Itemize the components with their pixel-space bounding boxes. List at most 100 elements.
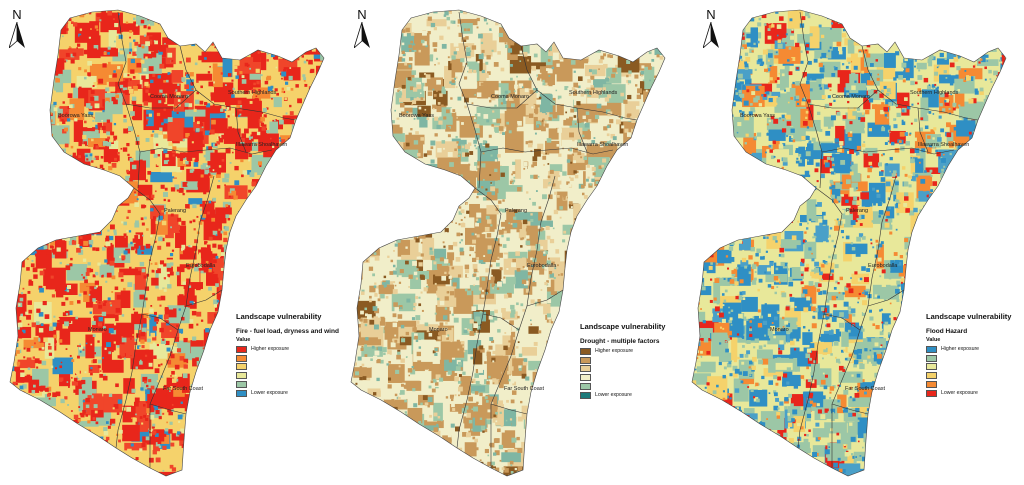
- legend-swatch: [926, 381, 937, 389]
- district-boundary: [490, 175, 556, 468]
- legend-swatch-row: [926, 380, 1011, 389]
- region-label: Eurobodalla: [527, 263, 557, 269]
- raster-layer: [692, 10, 1006, 476]
- region-label: Cooma Monaro: [832, 94, 870, 100]
- region-label: Illawarra Shoalhaven: [577, 142, 628, 148]
- legend-swatch: [580, 383, 591, 391]
- district-boundary: [490, 403, 528, 415]
- legend-subtitle: Flood Hazard: [926, 328, 968, 335]
- legend-swatch: [926, 372, 937, 380]
- legend-title: Landscape vulnerability: [926, 312, 1012, 321]
- legend-swatch: [580, 391, 591, 399]
- district-boundary: [141, 313, 179, 331]
- region-label: Monaro: [770, 327, 789, 333]
- district-boundary: [867, 289, 905, 307]
- drought-legend: Landscape vulnerability Drought - multip…: [580, 322, 665, 400]
- legend-swatch-row: [236, 380, 339, 389]
- legend-title: Landscape vulnerability: [580, 322, 666, 331]
- legend-swatch-row: Lower exposure: [580, 391, 665, 400]
- fire-map-panel: Boorowa Yass Cooma Monaro Southern Highlan…: [0, 0, 341, 485]
- region-label: Palerang: [846, 208, 868, 214]
- region-label: Cooma Monaro: [150, 94, 188, 100]
- north-arrow-icon: [702, 21, 719, 50]
- district-boundary: [482, 313, 520, 331]
- legend-swatch-row: [580, 365, 665, 374]
- legend-title: Landscape vulnerability: [236, 312, 322, 321]
- legend-swatch-row: Higher exposure: [926, 345, 1011, 354]
- region-label: Far South Coast: [163, 386, 204, 392]
- district-boundary: [520, 45, 638, 121]
- district-boundary: [179, 45, 297, 121]
- legend-swatch: [236, 372, 247, 380]
- district-boundary: [115, 187, 161, 449]
- district-boundary: [821, 147, 955, 155]
- legend-swatch: [580, 374, 591, 382]
- district-boundary: [149, 403, 187, 415]
- north-arrow-icon: [353, 21, 370, 50]
- legend-swatch-row: [580, 373, 665, 382]
- district-boundary: [861, 45, 979, 121]
- district-boundary: [831, 175, 897, 468]
- legend-swatch-row: [926, 363, 1011, 372]
- legend-subtitle: Fire - fuel load, dryness and wind: [236, 328, 339, 335]
- district-boundary: [117, 11, 141, 189]
- region-label: Boorowa Yass: [740, 113, 775, 119]
- region-label: Southern Highlands: [228, 90, 277, 96]
- district-boundary: [458, 11, 482, 189]
- district-boundary: [466, 89, 538, 109]
- legend-swatch: [580, 356, 591, 364]
- legend-swatch: [236, 354, 247, 362]
- north-arrow: N: [699, 8, 723, 53]
- district-boundary: [823, 313, 861, 331]
- district-boundary: [149, 175, 215, 468]
- drought-map: Boorowa Yass Cooma Monaro Southern Highlan…: [350, 9, 666, 477]
- legend-swatch: [236, 345, 247, 353]
- legend-swatch-row: Higher exposure: [236, 345, 339, 354]
- region-label: Monaro: [429, 327, 448, 333]
- region-label: Southern Highlands: [910, 90, 959, 96]
- district-boundary: [125, 89, 197, 109]
- district-boundary: [797, 187, 843, 449]
- district-boundary: [480, 147, 614, 155]
- legend-swatch: [926, 363, 937, 371]
- legend-swatch-row: Lower exposure: [926, 389, 1011, 398]
- legend-subtitle: Drought - multiple factors: [580, 338, 660, 345]
- north-label: N: [706, 7, 716, 22]
- legend-swatch-label: Higher exposure: [941, 346, 980, 353]
- region-outline: [9, 9, 325, 477]
- region-label: Palerang: [505, 208, 527, 214]
- north-arrow: N: [5, 8, 29, 53]
- district-boundary: [799, 11, 823, 189]
- legend-swatch-row: [580, 382, 665, 391]
- legend-swatch: [236, 389, 247, 397]
- legend-value-heading: Value: [236, 337, 251, 343]
- region-label: Boorowa Yass: [58, 113, 93, 119]
- region-label: Monaro: [88, 327, 107, 333]
- region-label: Palerang: [164, 208, 186, 214]
- district-boundary: [185, 289, 223, 307]
- region-outline: [691, 9, 1007, 477]
- region-label: Illawarra Shoalhaven: [918, 142, 969, 148]
- district-boundary: [917, 107, 929, 153]
- legend-swatch-row: [926, 371, 1011, 380]
- legend-swatch: [926, 354, 937, 362]
- legend-swatches: Higher exposure Lower exposure: [580, 347, 665, 400]
- north-label: N: [12, 7, 22, 22]
- region-label: Southern Highlands: [569, 90, 618, 96]
- region-label: Cooma Monaro: [491, 94, 529, 100]
- district-boundary: [139, 147, 273, 155]
- legend-swatch-row: [926, 354, 1011, 363]
- legend-swatch: [926, 345, 937, 353]
- legend-swatches: Higher exposure Lower exposure: [236, 345, 339, 398]
- district-boundaries: [456, 11, 638, 468]
- region-label: Far South Coast: [845, 386, 886, 392]
- district-boundaries: [115, 11, 297, 468]
- legend-swatch-label: Higher exposure: [251, 346, 290, 353]
- flood-map-panel: Boorowa Yass Cooma Monaro Southern Highlan…: [682, 0, 1023, 485]
- region-outline: [350, 9, 666, 477]
- legend-swatch-label: Lower exposure: [941, 390, 978, 397]
- legend-swatch-label: Lower exposure: [595, 392, 632, 399]
- fire-legend: Landscape vulnerability Fire - fuel load…: [236, 312, 339, 398]
- region-label: Far South Coast: [504, 386, 545, 392]
- fire-map: Boorowa Yass Cooma Monaro Southern Highlan…: [9, 9, 325, 477]
